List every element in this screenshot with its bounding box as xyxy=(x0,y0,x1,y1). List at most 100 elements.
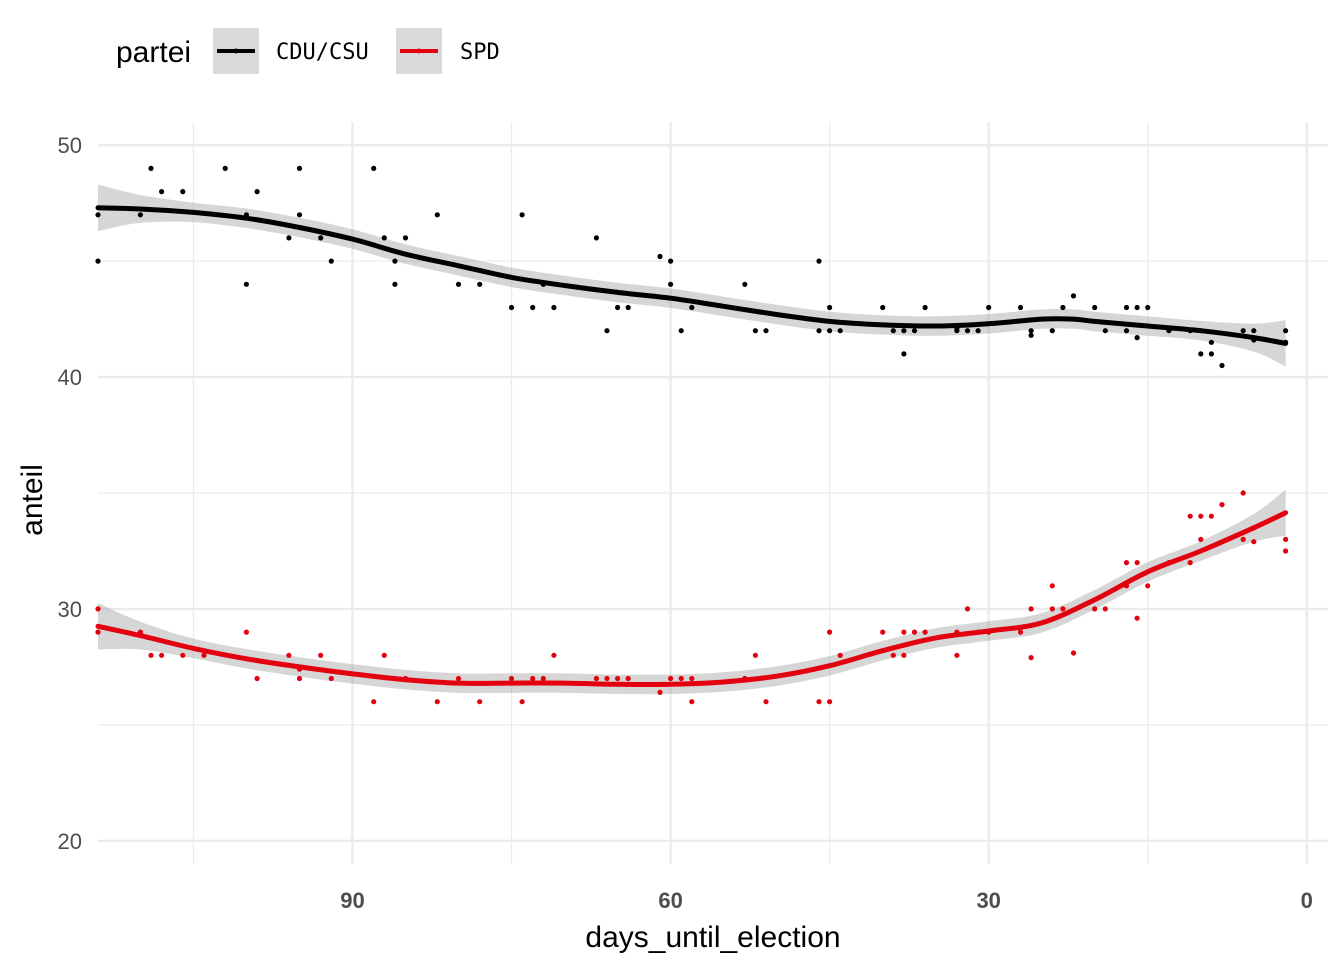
point-cdu-csu xyxy=(827,304,833,311)
point-spd xyxy=(455,675,462,682)
minor-gridlines xyxy=(98,122,1328,864)
y-tick-label: 20 xyxy=(58,829,82,854)
point-cdu-csu xyxy=(1092,304,1098,311)
point-spd xyxy=(593,675,600,682)
point-spd xyxy=(752,652,759,658)
point-spd xyxy=(1028,655,1034,661)
point-spd xyxy=(1187,560,1193,566)
point-cdu-csu xyxy=(964,328,971,334)
point-spd xyxy=(827,699,833,705)
point-cdu-csu xyxy=(911,328,918,334)
point-spd xyxy=(901,652,907,658)
point-spd xyxy=(880,629,886,635)
point-spd xyxy=(827,629,833,635)
point-spd xyxy=(922,629,928,635)
legend-label-cdu-csu: CDU/CSU xyxy=(276,40,369,65)
point-spd xyxy=(1060,606,1066,612)
point-spd xyxy=(1123,560,1130,566)
point-cdu-csu xyxy=(180,189,186,195)
point-spd xyxy=(1187,513,1193,519)
point-cdu-csu xyxy=(1145,304,1151,311)
point-spd xyxy=(434,699,440,705)
point-cdu-csu xyxy=(381,235,387,241)
point-spd xyxy=(964,606,971,612)
point-cdu-csu xyxy=(1240,328,1246,334)
point-cdu-csu xyxy=(1049,328,1055,334)
point-cdu-csu xyxy=(402,235,409,241)
point-cdu-csu xyxy=(986,304,992,311)
point-spd xyxy=(1145,583,1151,589)
point-cdu-csu xyxy=(1028,332,1034,338)
point-spd xyxy=(615,675,621,682)
point-cdu-csu xyxy=(1219,362,1225,369)
point-spd xyxy=(1240,490,1246,496)
y-tick-label: 30 xyxy=(58,597,82,622)
point-spd xyxy=(689,675,695,682)
point-spd xyxy=(657,689,663,696)
point-spd xyxy=(604,675,610,682)
x-tick-label: 90 xyxy=(340,888,364,913)
point-cdu-csu xyxy=(827,328,833,334)
point-cdu-csu xyxy=(593,235,600,241)
x-tick-label: 60 xyxy=(658,888,682,913)
major-gridlines xyxy=(98,122,1328,864)
point-cdu-csu xyxy=(371,165,377,171)
point-spd xyxy=(95,629,101,635)
point-cdu-csu xyxy=(689,304,695,311)
point-cdu-csu xyxy=(508,304,515,311)
point-cdu-csu xyxy=(837,328,843,334)
confidence-ribbons xyxy=(98,184,1286,695)
legend-label-spd: SPD xyxy=(460,40,500,65)
point-cdu-csu xyxy=(159,189,165,195)
point-cdu-csu xyxy=(1123,304,1130,311)
point-spd xyxy=(381,652,387,658)
point-spd xyxy=(1219,502,1225,508)
y-axis-title: anteil xyxy=(16,464,49,536)
point-cdu-csu xyxy=(1123,328,1130,334)
y-axis-ticks: 20 30 40 50 xyxy=(58,133,82,854)
point-cdu-csu xyxy=(1134,335,1140,341)
point-spd xyxy=(1283,536,1289,543)
point-spd xyxy=(95,606,101,612)
point-cdu-csu xyxy=(95,258,101,264)
point-spd xyxy=(318,652,324,658)
x-tick-label: 30 xyxy=(976,888,1000,913)
point-spd xyxy=(296,675,303,682)
point-spd xyxy=(201,652,207,658)
point-cdu-csu xyxy=(1060,304,1066,311)
point-cdu-csu xyxy=(296,165,303,171)
point-spd xyxy=(180,652,186,658)
point-cdu-csu xyxy=(392,281,398,287)
point-cdu-csu xyxy=(1070,293,1077,299)
point-spd xyxy=(625,675,631,682)
point-cdu-csu xyxy=(742,281,748,287)
point-cdu-csu xyxy=(604,328,610,334)
x-tick-label: 0 xyxy=(1301,888,1313,913)
point-cdu-csu xyxy=(318,235,324,241)
point-cdu-csu xyxy=(901,351,907,357)
point-cdu-csu xyxy=(1208,339,1214,345)
x-axis-ticks: 90 60 30 0 xyxy=(340,888,1313,913)
point-spd xyxy=(530,675,536,682)
point-spd xyxy=(148,652,154,658)
point-cdu-csu xyxy=(1198,351,1204,357)
y-tick-label: 40 xyxy=(58,365,82,390)
point-spd xyxy=(1049,583,1055,589)
point-spd xyxy=(540,675,546,682)
point-spd xyxy=(286,652,292,658)
point-cdu-csu xyxy=(880,304,886,311)
point-cdu-csu xyxy=(816,258,822,264)
point-spd xyxy=(837,652,843,658)
point-cdu-csu xyxy=(95,212,101,218)
point-cdu-csu xyxy=(890,328,896,334)
point-cdu-csu xyxy=(296,212,303,218)
point-cdu-csu xyxy=(392,258,398,264)
point-cdu-csu xyxy=(137,212,143,218)
point-spd xyxy=(1102,606,1108,612)
point-spd xyxy=(816,699,822,705)
point-spd xyxy=(1070,650,1077,656)
point-cdu-csu xyxy=(1134,304,1140,311)
point-spd xyxy=(1251,539,1257,545)
point-cdu-csu xyxy=(455,281,462,287)
